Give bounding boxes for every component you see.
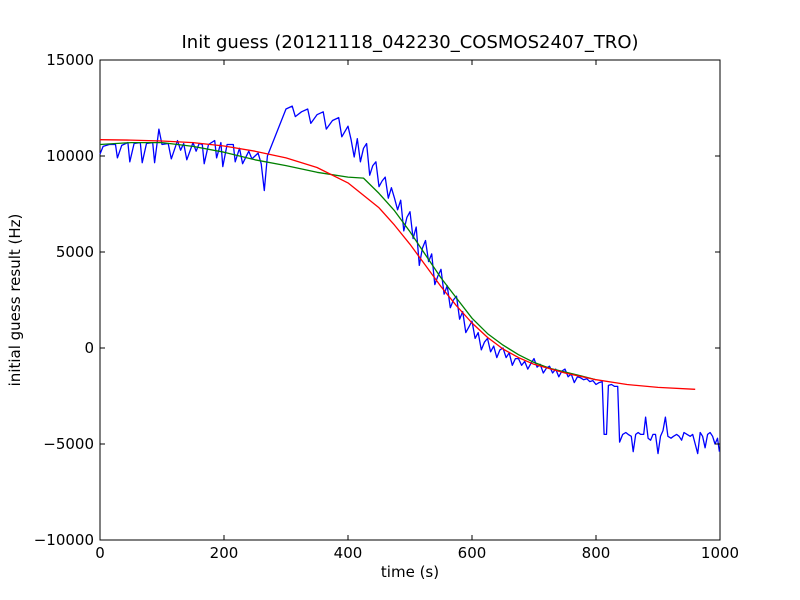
tick-layer: 0 200 400 600 800 1000 15000 10000 5000 0 −5000 −10… bbox=[34, 51, 739, 562]
x-tick-label: 1000 bbox=[701, 544, 739, 562]
series-line-3 bbox=[99, 139, 696, 390]
y-tick-label: −5000 bbox=[43, 435, 94, 453]
x-tick-label: 0 bbox=[95, 544, 105, 562]
x-tick-label: 400 bbox=[334, 544, 363, 562]
y-tick-label: 10000 bbox=[46, 147, 94, 165]
chart-title: Init guess (20121118_042230_COSMOS2407_T… bbox=[181, 32, 638, 53]
x-axis-title: time (s) bbox=[381, 563, 439, 581]
y-tick-label: 5000 bbox=[56, 243, 94, 261]
y-tick-label: 15000 bbox=[46, 51, 94, 69]
x-tick-label: 800 bbox=[582, 544, 611, 562]
y-tick-label: 0 bbox=[84, 339, 94, 357]
series-line-2 bbox=[99, 141, 597, 381]
y-axis-title: initial guess result (Hz) bbox=[6, 214, 24, 387]
series-line-1 bbox=[99, 105, 721, 455]
series-layer bbox=[99, 105, 721, 455]
x-tick-label: 200 bbox=[210, 544, 239, 562]
plot-area bbox=[99, 59, 721, 541]
x-tick-label: 600 bbox=[458, 544, 487, 562]
y-tick-label: −10000 bbox=[34, 531, 94, 549]
